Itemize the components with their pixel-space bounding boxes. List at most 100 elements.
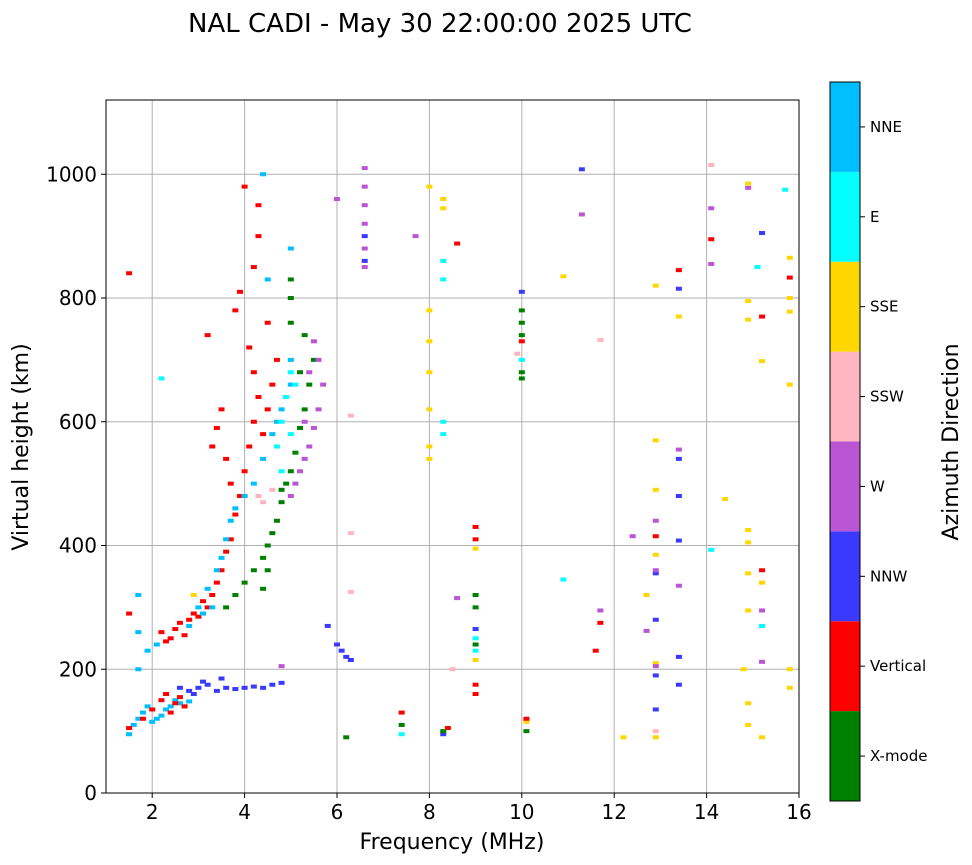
echo-point — [213, 425, 220, 430]
echo-point — [786, 382, 793, 387]
colorbar-frame — [829, 81, 861, 802]
echo-point — [347, 531, 354, 536]
echo-point — [745, 299, 752, 304]
echo-point — [273, 357, 280, 362]
echo-point — [343, 654, 350, 659]
echo-point — [223, 549, 230, 554]
echo-point — [232, 687, 239, 692]
echo-point — [176, 695, 183, 700]
echo-point — [454, 596, 461, 601]
echo-point — [514, 351, 521, 356]
echo-point — [213, 580, 220, 585]
echo-point — [745, 181, 752, 186]
echo-point — [652, 661, 659, 666]
series-f-layer-vertical-trace — [158, 184, 280, 644]
echo-point — [172, 698, 179, 703]
echo-point — [158, 713, 165, 718]
colorbar-segment — [830, 441, 860, 532]
echo-point — [223, 685, 230, 690]
echo-point — [144, 704, 151, 709]
echo-point — [287, 494, 294, 498]
echo-point — [186, 623, 193, 628]
echo-point — [223, 537, 230, 542]
x-tick-label: 10 — [509, 800, 534, 824]
echo-point — [126, 732, 133, 737]
echo-point — [472, 648, 479, 653]
echo-point — [398, 732, 405, 737]
colorbar: X-mode Vertical NNW W SSW SSE E NNE — [829, 81, 927, 802]
echo-point — [745, 540, 752, 545]
echo-point — [412, 234, 419, 239]
echo-point — [560, 577, 567, 582]
echo-point — [163, 639, 170, 644]
colorbar-label: NNW — [870, 567, 907, 585]
echo-point — [158, 698, 165, 703]
echo-point — [472, 627, 479, 632]
echo-point — [426, 184, 433, 189]
echo-point — [172, 627, 179, 632]
y-axis-label: Virtual height (km) — [9, 343, 34, 550]
echo-point — [675, 583, 682, 588]
colorbar-label: SSW — [870, 388, 904, 406]
colorbar-label: X-mode — [870, 747, 927, 765]
echo-point — [578, 212, 585, 217]
echo-point — [759, 568, 766, 573]
x-tick-label: 6 — [331, 800, 344, 824]
echo-point — [264, 320, 271, 325]
echo-point — [597, 338, 604, 343]
echo-point — [440, 258, 447, 263]
echo-point — [278, 664, 285, 669]
series-x-mode-scattered — [343, 308, 530, 740]
echo-point — [472, 605, 479, 610]
echo-point — [745, 722, 752, 727]
x-tick-label: 12 — [601, 800, 626, 824]
echo-point — [310, 357, 317, 362]
echo-point — [361, 234, 368, 239]
echo-point — [449, 667, 456, 672]
echo-point — [190, 692, 197, 696]
echo-point — [652, 568, 659, 573]
echo-point — [200, 679, 207, 684]
x-axis-ticks: 2 4 6 8 10 12 14 16 — [146, 793, 812, 824]
colorbar-segment — [830, 351, 860, 442]
echo-point — [315, 407, 322, 412]
echo-point — [135, 630, 142, 635]
echo-point — [167, 704, 174, 709]
echo-point — [186, 617, 193, 622]
echo-point — [227, 537, 234, 542]
echo-point — [126, 611, 133, 616]
echo-point — [652, 518, 659, 523]
echo-point — [310, 425, 317, 430]
echo-point — [167, 636, 174, 641]
echo-point — [708, 206, 715, 211]
echo-point — [292, 382, 299, 387]
echo-point — [708, 547, 715, 552]
echo-point — [652, 735, 659, 740]
series-f-layer-w-trace — [278, 166, 368, 669]
echo-point — [200, 611, 207, 616]
echo-point — [652, 552, 659, 557]
series-vertical-scattered — [398, 237, 793, 731]
echo-point — [675, 654, 682, 659]
echo-point — [139, 710, 146, 715]
echo-point — [232, 512, 239, 517]
echo-point — [250, 684, 257, 689]
echo-point — [255, 494, 262, 498]
echo-point — [643, 628, 650, 633]
echo-point — [227, 481, 234, 486]
echo-point — [190, 611, 197, 616]
echo-point — [361, 184, 368, 189]
echo-point — [675, 447, 682, 452]
echo-point — [786, 685, 793, 690]
echo-point — [347, 589, 354, 594]
echo-point — [264, 407, 271, 412]
colorbar-label: SSE — [870, 298, 899, 316]
echo-point — [675, 456, 682, 461]
echo-point — [472, 682, 479, 687]
echo-points — [126, 162, 793, 740]
echo-point — [241, 494, 248, 498]
echo-point — [250, 370, 257, 375]
echo-point — [675, 268, 682, 273]
echo-point — [292, 481, 299, 486]
